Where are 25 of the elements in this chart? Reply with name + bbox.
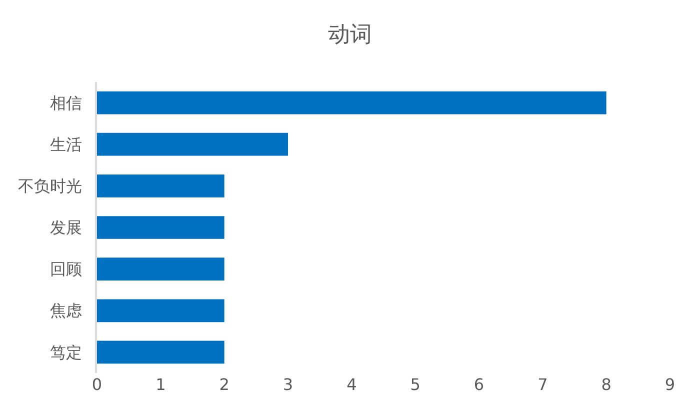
bar <box>97 216 224 239</box>
x-tick-label: 9 <box>664 375 676 394</box>
bar <box>97 174 224 198</box>
x-tick-label: 8 <box>601 375 612 394</box>
x-tick-label: 6 <box>474 375 484 394</box>
bar <box>97 132 288 156</box>
x-tick-label: 4 <box>346 375 357 394</box>
bar <box>97 340 224 364</box>
y-tick-label: 笃定 <box>50 342 82 362</box>
x-tick-label: 0 <box>92 375 102 394</box>
y-tick-label: 焦虑 <box>50 301 82 320</box>
x-tick-label: 1 <box>156 375 166 394</box>
y-tick-label: 相信 <box>50 93 82 112</box>
x-tick-label: 3 <box>282 375 294 394</box>
y-tick-label: 回顾 <box>50 260 82 279</box>
y-tick-label: 生活 <box>50 134 82 154</box>
x-tick-label: 2 <box>219 375 230 394</box>
y-tick-label: 发展 <box>50 218 82 238</box>
y-tick-label: 不负时光 <box>18 176 82 196</box>
chart-title: 动词 <box>328 22 372 48</box>
bar <box>97 258 224 280</box>
bar <box>97 299 224 322</box>
x-tick-label: 5 <box>410 375 420 394</box>
bar <box>97 91 606 114</box>
x-tick-label: 7 <box>538 375 548 394</box>
